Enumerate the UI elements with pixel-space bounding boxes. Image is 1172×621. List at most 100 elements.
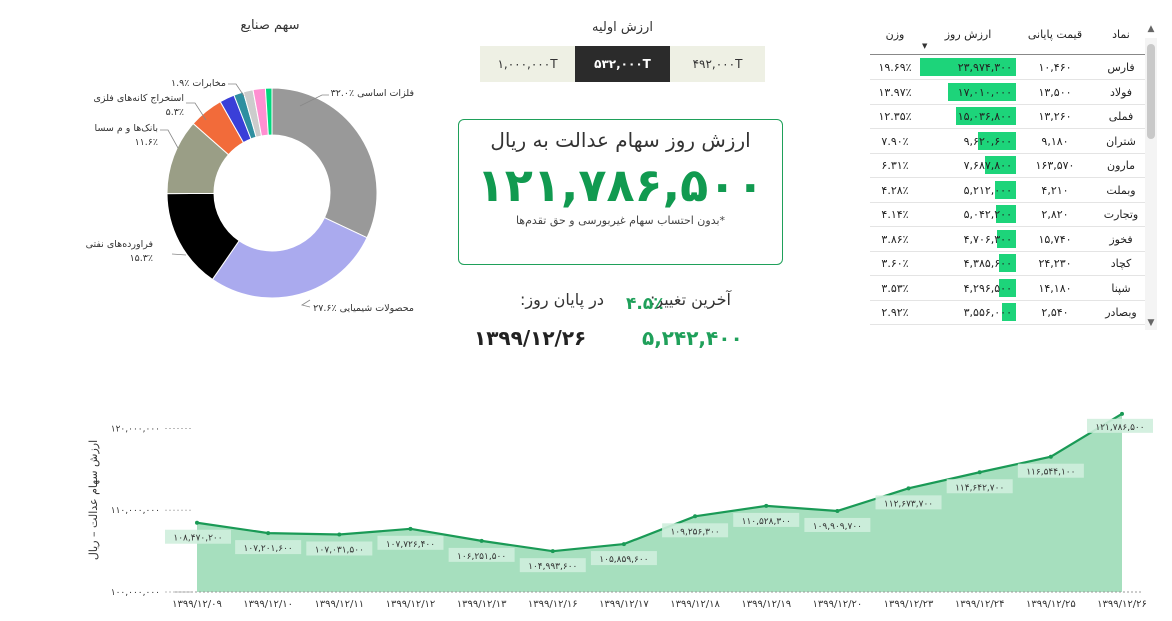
data-point[interactable] xyxy=(408,526,413,531)
cell-final-price: ۹,۱۸۰ xyxy=(1041,134,1069,148)
x-tick-label: ۱۳۹۹/۱۲/۰۹ xyxy=(172,599,222,610)
data-label-bg xyxy=(519,558,586,573)
y-tick-label: ۱۰۰,۰۰۰,۰۰۰ xyxy=(111,588,160,598)
table-row[interactable]: ۱۲.۳۵٪ ۱۵,۰۳۶,۸۰۰ ۱۳,۲۶۰ فملی xyxy=(870,104,1150,129)
scroll-down-icon[interactable]: ▼ xyxy=(1147,318,1155,328)
header-final-price[interactable]: قیمت پایانی xyxy=(1027,28,1083,41)
x-tick-label: ۱۳۹۹/۱۲/۱۰ xyxy=(243,599,293,610)
current-value-number: ۱۲۱,۷۸۶,۵۰۰ xyxy=(476,158,765,212)
cell-weight: ۷.۹۰٪ xyxy=(881,134,909,148)
table-row[interactable]: ۲.۹۲٪ ۳,۵۵۶,۰۰۰ ۲,۵۴۰ وبصادر xyxy=(870,300,1150,325)
industry-share-title: سهم صنایع xyxy=(240,18,300,33)
cell-weight: ۴.۱۴٪ xyxy=(881,208,909,221)
header-day-value[interactable]: ارزش روز xyxy=(944,28,992,41)
y-axis-title: ارزش سهام عدالت – ریال xyxy=(87,440,100,560)
table-scrollbar-thumb[interactable] xyxy=(1147,44,1155,139)
sort-descending-icon[interactable]: ▼ xyxy=(922,42,928,50)
pie-label-banks-pct: ۱۱.۶٪ xyxy=(135,137,158,148)
day-value-text: ۱۵,۰۳۶,۸۰۰ xyxy=(957,110,1012,123)
pie-label-basic-metals: ۳۲.۰٪ فلزات اساسی xyxy=(331,88,414,99)
day-value-text: ۲۳,۹۷۴,۳۰۰ xyxy=(957,61,1012,74)
cell-final-price: ۲۴,۲۳۰ xyxy=(1038,257,1072,270)
x-tick-label: ۱۳۹۹/۱۲/۱۹ xyxy=(741,599,791,610)
data-point[interactable] xyxy=(1048,454,1053,459)
data-point[interactable] xyxy=(550,549,555,554)
pie-slice-9[interactable] xyxy=(264,87,273,136)
data-label-bg xyxy=(590,551,657,566)
cell-final-price: ۱۳,۵۰۰ xyxy=(1038,85,1072,99)
industry-share-donut-chart[interactable]: ۳۲.۰٪ فلزات اساسی ۲۷.۶٪ محصولات شیمیایی … xyxy=(0,0,460,350)
table-row[interactable]: ۷.۹۰٪ ۹,۶۲۰,۶۰۰ ۹,۱۸۰ شتران xyxy=(870,129,1150,154)
cell-symbol: شتران xyxy=(1106,134,1136,148)
data-label-bg xyxy=(1017,463,1084,478)
pie-label-telecom: ۱.۹٪ مخابرات xyxy=(171,78,226,89)
day-value-bar xyxy=(998,278,1016,297)
data-point[interactable] xyxy=(693,514,698,519)
data-point[interactable] xyxy=(479,538,484,543)
data-label: ۱۰۷,۲۰۱,۶۰۰ xyxy=(244,544,293,554)
table-row[interactable]: ۳.۸۶٪ ۴,۷۰۶,۳۰۰ ۱۵,۷۴۰ فخوز xyxy=(870,227,1150,252)
data-point[interactable] xyxy=(764,503,769,508)
day-value-bar xyxy=(955,107,1016,125)
data-label: ۱۱۶,۵۴۴,۱۰۰ xyxy=(1026,468,1075,478)
data-point[interactable] xyxy=(835,508,840,513)
cell-final-price: ۲,۵۴۰ xyxy=(1041,306,1069,319)
change-amount-value: ۵,۲۴۲,۴۰۰ xyxy=(642,326,743,350)
data-point[interactable] xyxy=(337,532,342,537)
data-point[interactable] xyxy=(266,531,271,536)
data-label-bg xyxy=(733,512,800,527)
last-change-value: ۴.۵٪ xyxy=(626,294,664,314)
table-row[interactable]: ۱۳.۹۷٪ ۱۷,۰۱۰,۰۰۰ ۱۳,۵۰۰ فولاد xyxy=(870,80,1150,105)
data-label-bg xyxy=(235,540,302,555)
value-history-area-chart[interactable]: ارزش سهام عدالت – ریال ۱۰۰,۰۰۰,۰۰۰ ۱۱۰,۰۰… xyxy=(0,370,1172,621)
day-value-bar xyxy=(996,229,1016,248)
cell-symbol: فولاد xyxy=(1109,85,1133,99)
x-tick-label: ۱۳۹۹/۱۲/۲۰ xyxy=(813,599,863,610)
pie-label-petroleum-pct: ۱۵.۳٪ xyxy=(130,253,153,264)
cell-symbol: مارون xyxy=(1107,159,1135,172)
end-of-day-date: ۱۳۹۹/۱۲/۲۶ xyxy=(474,326,587,350)
pie-slice-1[interactable] xyxy=(211,217,368,299)
data-point[interactable] xyxy=(621,542,626,547)
data-label: ۱۲۱,۷۸۶,۵۰۰ xyxy=(1095,423,1144,433)
day-value-text: ۴,۳۸۵,۶۰۰ xyxy=(963,257,1012,270)
area-fill xyxy=(197,413,1122,592)
pie-label-mining: استخراج کانه‌های فلزی xyxy=(93,93,184,104)
data-label-bg xyxy=(804,517,871,532)
cell-final-price: ۲,۸۲۰ xyxy=(1041,208,1069,221)
table-row[interactable]: ۴.۱۴٪ ۵,۰۴۲,۲۰۰ ۲,۸۲۰ وتجارت xyxy=(870,202,1150,227)
day-value-bar xyxy=(947,82,1016,101)
table-row[interactable]: ۳.۵۳٪ ۴,۲۹۶,۵۰۰ ۱۴,۱۸۰ شپنا xyxy=(870,276,1150,301)
table-row[interactable]: ۴.۲۸٪ ۵,۲۱۲,۰۰۰ ۴,۲۱۰ وبملت xyxy=(870,178,1150,203)
day-value-text: ۷,۶۸۷,۸۰۰ xyxy=(963,159,1012,172)
table-row[interactable]: ۶.۳۱٪ ۷,۶۸۷,۸۰۰ ۱۶۳,۵۷۰ مارون xyxy=(870,153,1150,178)
pie-slice-0[interactable] xyxy=(271,87,378,239)
end-of-day-label: در پایان روز: xyxy=(520,290,604,309)
pie-label-petroleum: فراورده‌های نفتی xyxy=(86,239,153,250)
x-tick-label: ۱۳۹۹/۱۲/۲۴ xyxy=(955,599,1005,610)
data-label: ۱۱۴,۶۴۲,۷۰۰ xyxy=(955,483,1004,493)
data-label: ۱۰۷,۷۲۶,۴۰۰ xyxy=(386,540,435,550)
initial-value-option-492000[interactable]: ۴۹۲,۰۰۰T xyxy=(670,46,765,82)
y-tick-label: ۱۱۰,۰۰۰,۰۰۰ xyxy=(111,506,160,516)
data-point[interactable] xyxy=(906,486,911,491)
current-value-footnote: *بدون احتساب سهام غیربورسی و حق تقدم‌ها xyxy=(515,214,726,227)
cell-symbol: شپنا xyxy=(1111,281,1131,295)
initial-value-option-532000[interactable]: ۵۳۲,۰۰۰T xyxy=(575,46,670,82)
x-tick-label: ۱۳۹۹/۱۲/۱۱ xyxy=(314,599,364,610)
x-tick-label: ۱۳۹۹/۱۲/۱۷ xyxy=(599,599,649,610)
day-value-bar xyxy=(977,131,1016,150)
initial-value-option-1000000[interactable]: ۱,۰۰۰,۰۰۰T xyxy=(480,46,575,82)
data-point[interactable] xyxy=(977,470,982,475)
data-point[interactable] xyxy=(1120,411,1124,416)
data-label-bg xyxy=(946,479,1013,494)
pie-label-mining-pct: ۵.۳٪ xyxy=(166,107,184,118)
cell-weight: ۳.۶۰٪ xyxy=(881,257,909,270)
data-label: ۱۰۴,۹۹۳,۶۰۰ xyxy=(528,562,577,572)
table-row[interactable]: ۱۹.۶۹٪ ۲۳,۹۷۴,۳۰۰ ۱۰,۴۶۰ فارس xyxy=(870,55,1150,80)
table-row[interactable]: ۳.۶۰٪ ۴,۳۸۵,۶۰۰ ۲۴,۲۳۰ کچاد xyxy=(870,251,1150,276)
data-point[interactable] xyxy=(195,520,199,525)
header-weight[interactable]: وزن xyxy=(885,28,905,41)
scroll-up-icon[interactable]: ▲ xyxy=(1147,24,1155,34)
header-symbol[interactable]: نماد xyxy=(1112,28,1130,41)
